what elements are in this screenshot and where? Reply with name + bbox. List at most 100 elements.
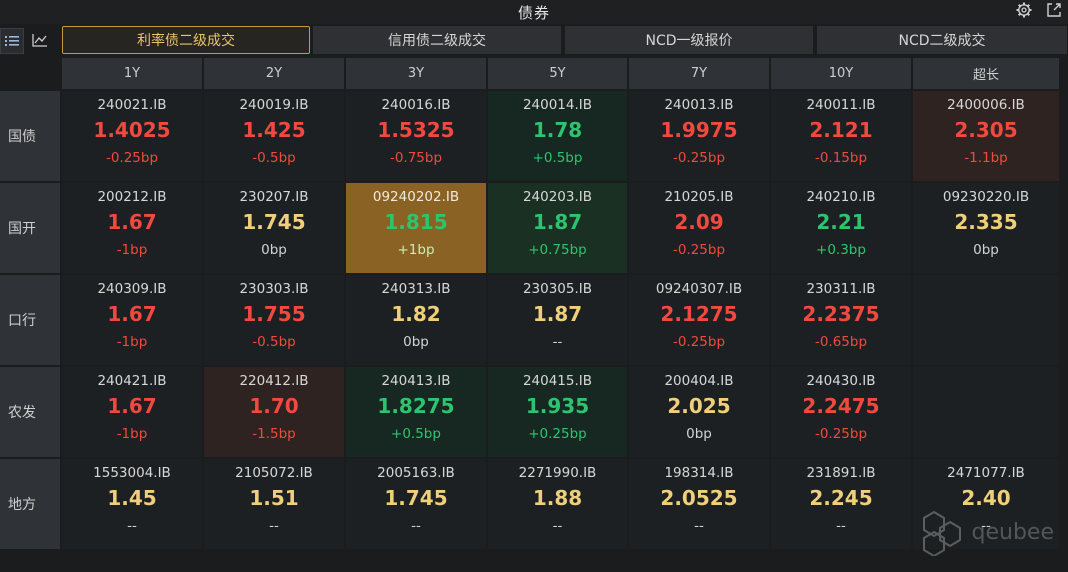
yield-cell-cdb-5y[interactable]: 240203.IB 1.87 +0.75bp [488,183,629,275]
matrix-corner [0,58,62,91]
bond-yield: 1.745 [242,210,306,234]
bond-yield [913,394,1059,422]
bond-code: 240309.IB [97,281,167,297]
yield-change: -0.5bp [252,334,296,350]
yield-cell-treasury-5y[interactable]: 240014.IB 1.78 +0.5bp [488,91,629,183]
yield-cell-treasury-7y[interactable]: 240013.IB 1.9975 -0.25bp [629,91,771,183]
yield-cell-adbc-2y[interactable]: 220412.IB 1.70 -1.5bp [204,367,346,459]
table-row-local-gov: 地方 1553004.IB 1.45 -- 2105072.IB 1.51 -- 200516… [0,459,1061,551]
yield-cell-adbc-10y[interactable]: 240430.IB 2.2475 -0.25bp [771,367,913,459]
row-label-adbc: 农发 [0,367,62,459]
bond-yield: 2.2475 [802,394,880,418]
yield-cell-exim-1y[interactable]: 240309.IB 1.67 -1bp [62,275,204,367]
yield-change: -0.75bp [389,150,443,166]
yield-change: -0.25bp [814,426,868,442]
yield-cell-cdb-1y[interactable]: 200212.IB 1.67 -1bp [62,183,204,275]
yield-cell-treasury-1y[interactable]: 240021.IB 1.4025 -0.25bp [62,91,204,183]
yield-change: 0bp [403,334,429,350]
row-label-local-gov: 地方 [0,459,62,551]
yield-cell-exim-5y[interactable]: 230305.IB 1.87 -- [488,275,629,367]
external-link-icon[interactable] [1046,2,1062,22]
yield-cell-treasury-2y[interactable]: 240019.IB 1.425 -0.5bp [204,91,346,183]
bond-yield: 1.87 [532,302,583,326]
bond-code: 2271990.IB [518,465,597,481]
yield-change: -- [127,518,137,534]
bond-yield: 2.121 [809,118,873,142]
yield-change: +0.75bp [528,242,587,258]
yield-cell-adbc-1y[interactable]: 240421.IB 1.67 -1bp [62,367,204,459]
yield-change: -1bp [116,242,148,258]
yield-cell-local-gov-5y[interactable]: 2271990.IB 1.88 -- [488,459,629,551]
tab-ncd-primary-quote[interactable]: NCD一级报价 [565,26,813,54]
yield-cell-exim-7y[interactable]: 09240307.IB 2.1275 -0.25bp [629,275,771,367]
row-label-cdb: 国开 [0,183,62,275]
bond-yield: 2.40 [961,486,1011,510]
yield-cell-local-gov-10y[interactable]: 231891.IB 2.245 -- [771,459,913,551]
bond-yield: 1.78 [532,118,583,142]
yield-change: +1bp [397,242,435,258]
yield-change: -0.25bp [672,242,726,258]
yield-change: -- [836,518,846,534]
bond-code [913,281,1059,299]
yield-change: -- [552,518,563,534]
yield-cell-local-gov-7y[interactable]: 198314.IB 2.0525 -- [629,459,771,551]
bond-yield: 1.4025 [93,118,171,142]
table-row-exim: 口行 240309.IB 1.67 -1bp 230303.IB 1.755 -0.5bp 2… [0,275,1061,367]
bond-yield: 1.815 [384,210,448,234]
yield-cell-exim-ultra-long[interactable] [913,275,1061,367]
chart-view-button[interactable] [28,28,52,54]
row-label-exim: 口行 [0,275,62,367]
yield-cell-treasury-3y[interactable]: 240016.IB 1.5325 -0.75bp [346,91,488,183]
yield-change: -- [411,518,421,534]
yield-cell-local-gov-1y[interactable]: 1553004.IB 1.45 -- [62,459,204,551]
column-header-10y: 10Y [771,58,913,91]
column-header-ultra-long: 超长 [913,58,1061,91]
yield-cell-exim-10y[interactable]: 230311.IB 2.2375 -0.65bp [771,275,913,367]
bond-code: 2005163.IB [377,465,455,481]
column-header-7y: 7Y [629,58,771,91]
yield-cell-treasury-10y[interactable]: 240011.IB 2.121 -0.15bp [771,91,913,183]
yield-cell-local-gov-2y[interactable]: 2105072.IB 1.51 -- [204,459,346,551]
gear-icon[interactable] [1016,2,1032,22]
yield-cell-adbc-ultra-long[interactable] [913,367,1061,459]
bond-code: 09240307.IB [655,281,743,297]
yield-change: -- [269,518,279,534]
bond-yield: 1.9975 [660,118,738,142]
bond-yield: 1.51 [249,486,299,510]
list-view-button[interactable] [0,28,24,54]
tab-rate-bond-secondary[interactable]: 利率债二级成交 [62,26,310,54]
bond-code: 230311.IB [806,281,876,297]
yield-change: +0.5bp [391,426,441,442]
bond-code: 240313.IB [381,281,451,297]
title-bar [0,0,1068,24]
yield-cell-cdb-ultra-long[interactable]: 09230220.IB 2.335 0bp [913,183,1061,275]
yield-cell-cdb-7y[interactable]: 210205.IB 2.09 -0.25bp [629,183,771,275]
yield-cell-adbc-3y[interactable]: 240413.IB 1.8275 +0.5bp [346,367,488,459]
bond-code: 200404.IB [664,373,734,389]
tab-credit-bond-secondary[interactable]: 信用债二级成交 [313,26,561,54]
table-row-adbc: 农发 240421.IB 1.67 -1bp 220412.IB 1.70 -1.5bp 24… [0,367,1061,459]
yield-cell-cdb-3y[interactable]: 09240202.IB 1.815 +1bp [346,183,488,275]
bond-yield: 1.5325 [377,118,455,142]
yield-cell-local-gov-ultra-long[interactable]: 2471077.IB 2.40 -- [913,459,1061,551]
bond-yield: 1.755 [242,302,306,326]
yield-cell-exim-3y[interactable]: 240313.IB 1.82 0bp [346,275,488,367]
yield-cell-cdb-2y[interactable]: 230207.IB 1.745 0bp [204,183,346,275]
column-header-2y: 2Y [204,58,346,91]
bond-code: 231891.IB [806,465,876,481]
yield-cell-exim-2y[interactable]: 230303.IB 1.755 -0.5bp [204,275,346,367]
bond-yield: 1.70 [249,394,299,418]
yield-cell-cdb-10y[interactable]: 240210.IB 2.21 +0.3bp [771,183,913,275]
bond-yield: 1.82 [391,302,441,326]
yield-matrix: 1Y 2Y 3Y 5Y 7Y 10Y 超长 国债 240021.IB 1.4025 -… [0,58,1061,551]
tab-ncd-secondary[interactable]: NCD二级成交 [817,26,1067,54]
bond-code: 2105072.IB [235,465,313,481]
yield-cell-adbc-5y[interactable]: 240415.IB 1.935 +0.25bp [488,367,629,459]
bond-code: 220412.IB [239,373,309,389]
yield-cell-treasury-ultra-long[interactable]: 2400006.IB 2.305 -1.1bp [913,91,1061,183]
bond-code: 240016.IB [381,97,451,113]
bond-code: 230305.IB [522,281,593,297]
window-title: 债券 [517,4,550,22]
yield-cell-local-gov-3y[interactable]: 2005163.IB 1.745 -- [346,459,488,551]
yield-cell-adbc-7y[interactable]: 200404.IB 2.025 0bp [629,367,771,459]
